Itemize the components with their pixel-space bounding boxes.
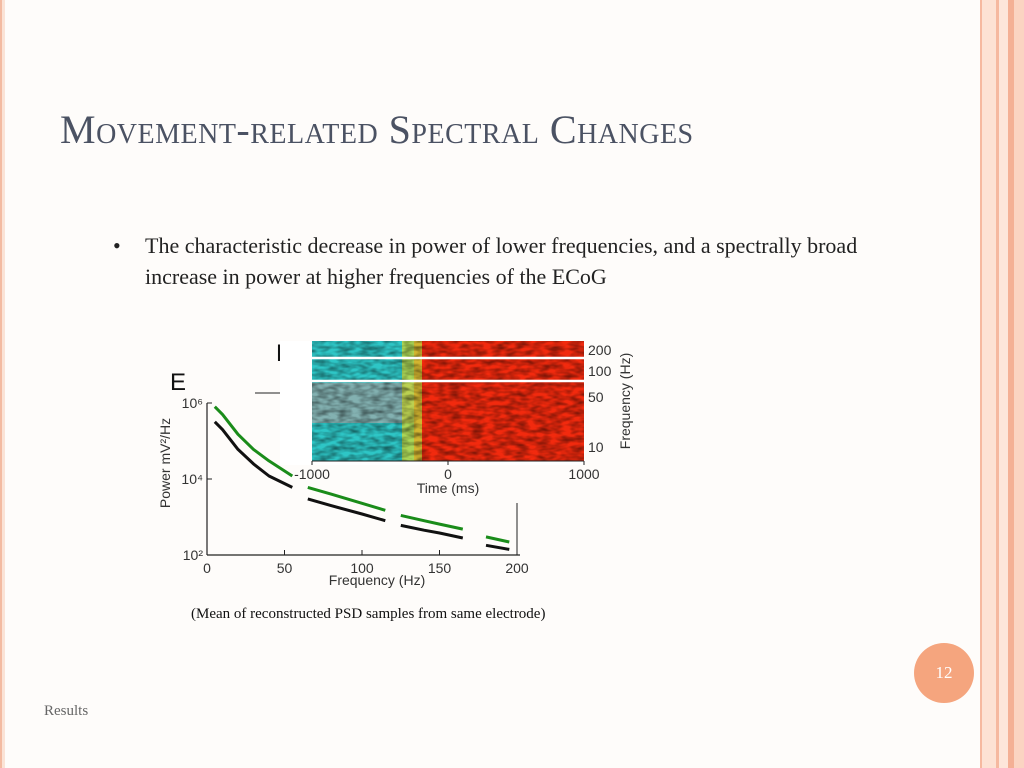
spectrogram-texture <box>312 341 584 461</box>
spectrogram-x-tick-label: -1000 <box>294 466 330 482</box>
spectrogram-y-label: Frequency (Hz) <box>617 353 633 449</box>
psd-x-tick-label: 200 <box>505 560 529 576</box>
bullet-item: • The characteristic decrease in power o… <box>113 230 883 292</box>
footer-section-label: Results <box>44 703 89 719</box>
bullet-marker: • <box>113 233 121 258</box>
psd-trace-segment <box>400 523 464 540</box>
psd-x-ticks: 0 50 100 150 200 <box>203 550 529 576</box>
psd-trace-segment <box>485 543 510 551</box>
spectrogram-x-label: Time (ms) <box>417 480 479 496</box>
psd-trace-segment <box>307 485 386 512</box>
bullet-text: The characteristic decrease in power of … <box>145 233 858 289</box>
spectrogram-y-tick-label: 50 <box>588 389 604 405</box>
spectrogram-y-tick-label: 200 <box>588 342 612 358</box>
left-frame-border <box>0 0 12 768</box>
psd-trace-segment <box>400 513 464 531</box>
psd-y-label: Power mV²/Hz <box>157 418 173 508</box>
right-frame-border <box>974 0 1024 768</box>
psd-trace-segment <box>485 535 510 544</box>
spectrogram: -1000 0 1000 200 100 50 10 Time (ms) Frequenc… <box>280 341 633 496</box>
spectrogram-y-tick-label: 100 <box>588 363 612 379</box>
psd-y-ticks: 10⁶ 10⁴ 10² <box>181 395 212 563</box>
spectrogram-x-tick-label: 1000 <box>568 466 599 482</box>
figure: E 0 50 100 150 200 10⁶ 10⁴ 10² Frequency (Hz) … <box>150 333 650 593</box>
psd-y-tick-label: 10⁶ <box>182 395 203 411</box>
figure-svg: E 0 50 100 150 200 10⁶ 10⁴ 10² Frequency (Hz) … <box>157 340 633 588</box>
psd-x-label: Frequency (Hz) <box>329 572 425 588</box>
psd-trace-segment <box>307 497 386 523</box>
psd-x-tick-label: 150 <box>428 560 452 576</box>
psd-y-tick-label: 10⁴ <box>181 471 203 487</box>
spectrogram-x-tick-label: 0 <box>444 466 452 482</box>
spectrogram-y-ticks: 200 100 50 10 <box>588 342 612 455</box>
figure-caption: (Mean of reconstructed PSD samples from … <box>191 606 546 622</box>
psd-trace-segment <box>213 405 294 478</box>
slide-number-badge: 12 <box>914 643 974 703</box>
psd-x-tick-label: 0 <box>203 560 211 576</box>
spectrogram-y-tick-label: 10 <box>588 439 604 455</box>
psd-plot: 0 50 100 150 200 10⁶ 10⁴ 10² Frequency (Hz) Po… <box>157 392 529 588</box>
spectrogram-x-ticks: -1000 0 1000 <box>294 461 600 482</box>
psd-traces <box>213 405 510 551</box>
panel-e-label: E <box>170 369 186 396</box>
psd-trace-segment <box>213 420 293 489</box>
psd-x-tick-label: 100 <box>350 560 374 576</box>
psd-y-tick-label: 10² <box>183 547 204 563</box>
slide-title: Movement-related Spectral Changes <box>60 107 694 152</box>
psd-x-tick-label: 50 <box>277 560 293 576</box>
